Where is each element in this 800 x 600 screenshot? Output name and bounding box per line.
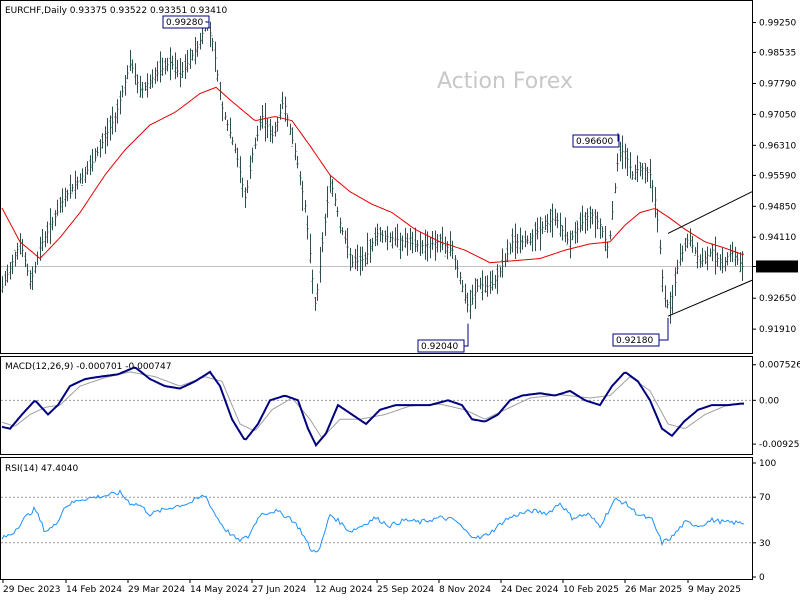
macd-y-axis: 0.007526 0.00 -0.009252 <box>752 361 800 450</box>
macd-y-label: 0.007526 <box>759 361 800 371</box>
price-y-axis: 0.99250 0.98535 0.97790 0.97050 0.96310 0.955… <box>752 19 798 335</box>
x-tick-label: 26 Mar 2025 <box>625 585 682 595</box>
channel-lower-line <box>667 279 753 317</box>
price-annotation-leader <box>659 317 669 341</box>
price-y-label: 0.92650 <box>759 294 796 304</box>
price-watermark: Action Forex <box>437 69 573 94</box>
rsi-y-label: 100 <box>759 459 776 469</box>
price-panel: Action Forex 0.99280 0.92040 0.96600 0.9218… <box>0 0 798 354</box>
x-tick-label: 24 Dec 2024 <box>501 585 559 595</box>
price-y-label: 0.97050 <box>759 110 796 120</box>
price-bars <box>1 18 744 324</box>
price-y-label: 0.91910 <box>759 325 796 335</box>
price-y-label: 0.99250 <box>759 19 796 29</box>
price-header: EURCHF,Daily 0.93375 0.93522 0.93351 0.9… <box>5 6 228 16</box>
rsi-y-axis: 100 70 30 0 <box>752 459 776 583</box>
x-axis: 29 Dec 2023 14 Feb 2024 29 Mar 2024 14 May … <box>2 579 741 595</box>
price-annotation-label: 0.96600 <box>576 137 613 147</box>
price-annotations: 0.99280 0.92040 0.96600 0.92180 <box>162 15 669 353</box>
channel-lines <box>667 191 753 317</box>
price-annotation-leader <box>205 21 209 23</box>
macd-header: MACD(12,26,9) -0.000701 -0.000747 <box>5 362 171 372</box>
macd-y-label: -0.009252 <box>759 440 800 450</box>
x-tick-label: 27 Jun 2024 <box>252 585 306 595</box>
moving-average-line <box>1 86 744 264</box>
x-tick-label: 10 Feb 2025 <box>563 585 619 595</box>
price-annotation-label: 0.99280 <box>166 18 203 28</box>
x-tick-label: 29 Dec 2023 <box>3 585 61 595</box>
x-tick-label: 12 Aug 2024 <box>315 585 373 595</box>
rsi-level-lines <box>1 496 752 544</box>
price-y-label: 0.97790 <box>759 80 796 90</box>
price-annotation-leader <box>617 133 619 142</box>
x-tick-label: 14 Feb 2024 <box>66 585 122 595</box>
x-tick-label: 14 May 2024 <box>190 585 249 595</box>
rsi-y-label: 30 <box>759 539 771 549</box>
rsi-line <box>1 489 745 553</box>
channel-upper-line <box>667 191 753 234</box>
rsi-header: RSI(14) 47.4040 <box>5 464 78 474</box>
x-tick-label: 9 May 2025 <box>688 585 741 595</box>
rsi-y-label: 70 <box>759 493 771 503</box>
x-tick-label: 25 Sep 2024 <box>377 585 434 595</box>
macd-y-label: 0.00 <box>759 396 779 406</box>
price-y-label: 0.95590 <box>759 171 796 181</box>
current-price-marker <box>756 260 798 273</box>
x-tick-label: 29 Mar 2024 <box>128 585 185 595</box>
current-price-label: 0.93410 <box>759 262 796 272</box>
price-annotation-leader <box>464 323 469 347</box>
price-y-label: 0.96310 <box>759 141 796 151</box>
rsi-y-label: 0 <box>759 573 765 583</box>
price-annotation-label: 0.92180 <box>616 336 653 346</box>
macd-main-line <box>1 366 744 448</box>
macd-panel: MACD(12,26,9) -0.000701 -0.000747 0.0075… <box>0 356 800 455</box>
price-annotation-label: 0.92040 <box>421 342 458 352</box>
rsi-panel: RSI(14) 47.4040 100 70 30 0 <box>0 457 776 583</box>
price-y-label: 0.98535 <box>759 48 796 58</box>
price-panel-frame <box>0 0 753 354</box>
price-y-label: 0.94850 <box>759 202 796 212</box>
x-tick-label: 8 Nov 2024 <box>439 585 491 595</box>
price-y-label: 0.94110 <box>759 233 796 243</box>
